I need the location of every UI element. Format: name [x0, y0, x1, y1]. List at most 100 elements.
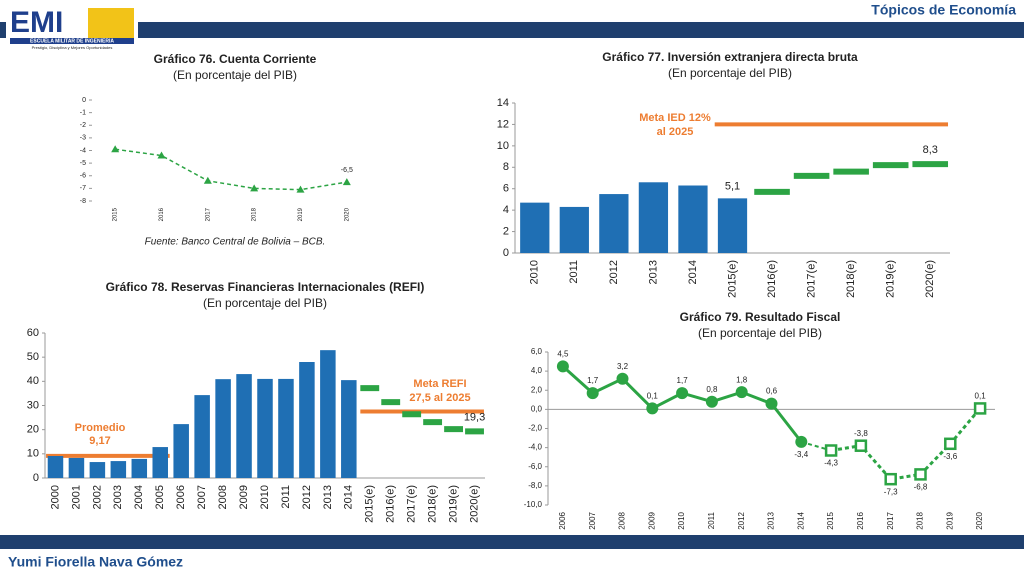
value-label: -6,5	[341, 167, 353, 174]
logo-bar	[10, 38, 134, 44]
value-label: -4,3	[824, 459, 838, 468]
value-label: -3,4	[794, 450, 808, 459]
value-label: 1,7	[587, 376, 599, 385]
annotation: 27,5 al 2025	[409, 392, 470, 404]
x-tick-label: 2015	[113, 207, 119, 221]
marker	[676, 387, 689, 400]
logo-castle	[88, 8, 134, 38]
bar	[68, 457, 85, 478]
marker	[556, 360, 569, 373]
x-tick-label: 2020	[975, 511, 984, 529]
x-tick-label: 2007	[196, 485, 208, 509]
y-tick-label: 0	[33, 472, 39, 484]
marker	[705, 395, 718, 408]
x-tick-label: 2003	[112, 485, 124, 509]
x-tick-label: 2011	[707, 511, 716, 529]
annotation: 9,17	[89, 435, 110, 447]
chart-subtitle: (En porcentaje del PIB)	[698, 326, 822, 340]
x-tick-label: 2004	[133, 485, 145, 509]
y-tick-label: -6	[80, 173, 86, 180]
y-tick-label: 14	[497, 97, 509, 109]
value-label: 0,1	[975, 392, 987, 401]
x-tick-label: 2013	[322, 485, 334, 509]
x-tick-label: 2008	[217, 485, 229, 509]
x-tick-label: 2001	[70, 485, 82, 509]
x-tick-label: 2010	[529, 260, 541, 284]
bar	[89, 462, 106, 478]
value-label: 5,1	[725, 180, 740, 192]
y-tick-label: -5	[80, 160, 86, 167]
bar	[110, 461, 127, 478]
x-tick-label: 2017(e)	[805, 260, 817, 298]
value-label: 19,3	[464, 411, 485, 423]
x-tick-label: 2010	[259, 485, 271, 509]
chart-subtitle: (En porcentaje del PIB)	[173, 68, 297, 82]
y-tick-label: 4,0	[531, 366, 543, 375]
y-tick-label: 6	[503, 183, 509, 195]
x-tick-label: 2019(e)	[885, 260, 897, 298]
author: Yumi Fiorella Nava Gómez	[8, 554, 183, 570]
x-tick-label: 2015	[826, 511, 835, 529]
x-tick-label: 2007	[588, 511, 597, 529]
y-tick-label: -1	[80, 109, 86, 116]
bar	[638, 182, 669, 253]
bar	[717, 198, 748, 253]
y-tick-label: 2	[503, 225, 509, 237]
x-tick-label: 2012	[301, 485, 313, 509]
x-tick-label: 2018(e)	[845, 260, 857, 298]
motto: Prestigio, Disciplina y Mejores Oportuni…	[32, 45, 113, 50]
x-tick-label: 2006	[558, 511, 567, 529]
bar	[215, 379, 231, 478]
bar	[257, 378, 273, 478]
y-tick-label: 40	[27, 375, 39, 387]
value-label: 0,6	[766, 387, 778, 396]
marker	[914, 468, 927, 481]
y-tick-label: -7	[80, 185, 86, 192]
value-label: 4,5	[557, 349, 569, 358]
annotation: Promedio	[75, 422, 126, 434]
line	[830, 407, 982, 481]
marker	[157, 151, 166, 159]
y-tick-label: -4	[80, 147, 86, 154]
connector	[801, 440, 832, 452]
x-tick-label: 2005	[154, 485, 166, 509]
marker	[250, 184, 259, 192]
y-tick-label: 0	[82, 97, 86, 104]
marker	[586, 387, 599, 400]
x-tick-label: 2019(e)	[447, 485, 459, 523]
chart-subtitle: (En porcentaje del PIB)	[668, 66, 792, 80]
y-tick-label: -10,0	[524, 500, 543, 509]
value-label: 8,3	[923, 144, 938, 156]
x-tick-label: 2013	[767, 511, 776, 529]
line	[115, 148, 347, 191]
marker	[296, 185, 305, 193]
x-tick-label: 2011	[568, 260, 580, 284]
y-tick-label: -8	[80, 198, 86, 205]
bar	[173, 424, 189, 478]
marker	[646, 402, 659, 415]
y-tick-label: 10	[27, 448, 39, 460]
x-tick-label: 2015(e)	[726, 260, 738, 298]
section-title: Tópicos de Economía	[871, 2, 1016, 18]
y-tick-label: 20	[27, 424, 39, 436]
x-tick-label: 2017(e)	[406, 485, 418, 523]
marker	[616, 372, 629, 385]
y-tick-label: 0,0	[531, 404, 543, 413]
marker	[824, 444, 838, 457]
x-tick-label: 2018	[916, 511, 925, 529]
x-tick-label: 2012	[737, 511, 746, 529]
x-tick-label: 2017	[205, 207, 211, 221]
x-tick-label: 2000	[49, 485, 61, 509]
annotation: al 2025	[657, 126, 694, 138]
x-tick-label: 2011	[280, 485, 292, 509]
y-tick-label: 12	[497, 118, 509, 130]
y-tick-label: -2	[80, 122, 86, 129]
x-tick-label: 2009	[647, 511, 656, 529]
value-label: -3,6	[943, 452, 957, 461]
marker	[973, 402, 987, 415]
y-tick-label: -3	[80, 135, 86, 142]
x-tick-label: 2015(e)	[364, 485, 376, 523]
x-tick-label: 2020(e)	[468, 485, 480, 523]
x-tick-label: 2016	[159, 207, 165, 221]
y-tick-label: -8,0	[528, 481, 542, 490]
